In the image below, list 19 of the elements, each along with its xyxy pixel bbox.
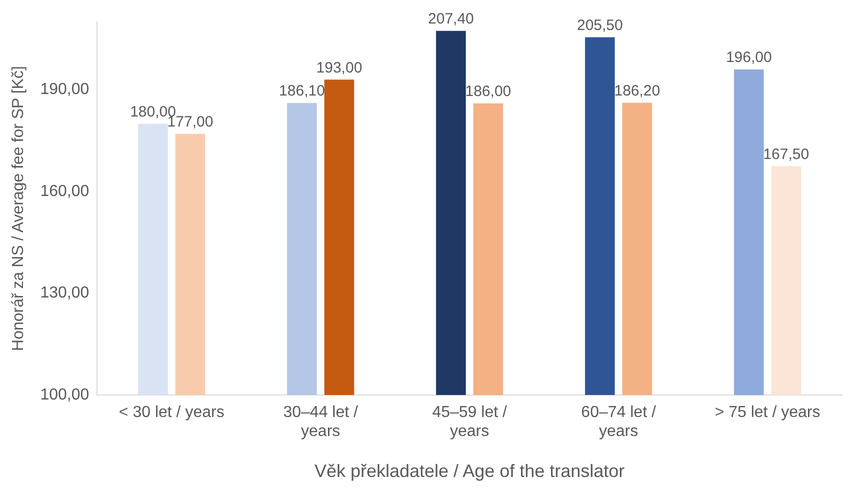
data-label: 196,00	[726, 49, 772, 66]
x-tick-label: 60–74 let / years	[581, 404, 656, 440]
data-label: 193,00	[316, 59, 362, 76]
x-axis-title: Věk překladatele / Age of the translator	[314, 461, 625, 482]
data-label: 167,50	[763, 146, 810, 163]
y-tick-label: 130,00	[40, 284, 90, 302]
data-label: 186,00	[465, 83, 512, 100]
x-tick-label: > 75 let / years	[714, 404, 820, 422]
y-tick-label: 190,00	[40, 81, 90, 98]
y-axis-title: Honorář za NS / Average fee for SP [Kč]	[10, 66, 28, 351]
x-tick-label: 30–44 let / years	[283, 404, 359, 440]
data-label: 207,40	[428, 10, 474, 28]
data-label: 186,20	[614, 82, 660, 100]
data-label: 205,50	[576, 16, 623, 34]
x-tick-label: 45–59 let / years	[432, 404, 508, 440]
data-label: 186,10	[279, 82, 325, 100]
y-tick-label: 100,00	[40, 386, 90, 404]
y-tick-label: 160,00	[40, 182, 90, 200]
x-tick-label: < 30 let / years	[118, 404, 224, 422]
